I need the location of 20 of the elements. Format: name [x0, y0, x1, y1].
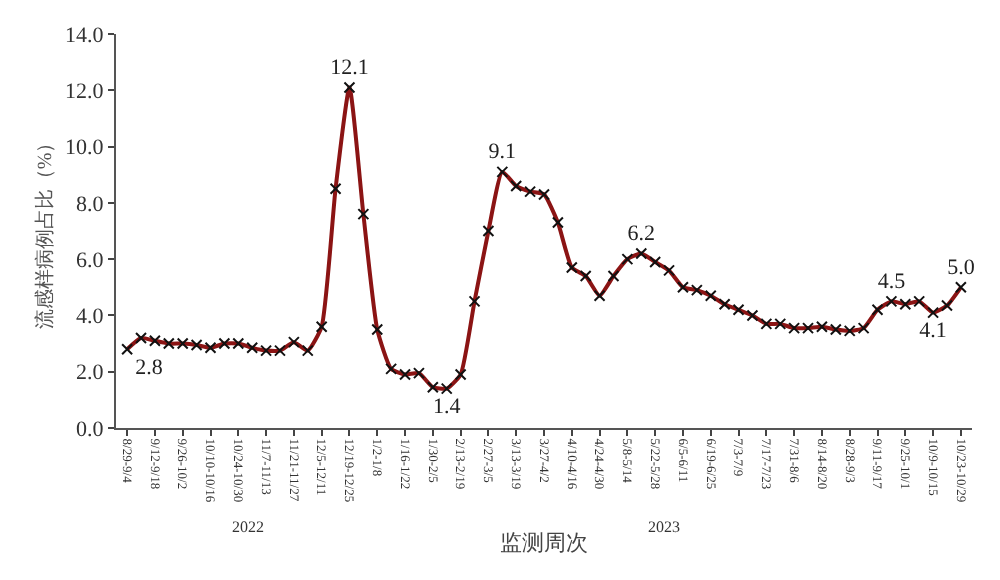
data-label: 5.0 [947, 255, 976, 280]
data-label: 6.2 [627, 221, 656, 246]
data-label: 2.8 [135, 355, 164, 380]
y-tick-label: 4.0 [76, 305, 105, 330]
text: 2022 [232, 518, 264, 536]
data-label: 4.5 [877, 269, 907, 294]
data-label: 1.4 [432, 395, 462, 420]
y-tick-label: 6.0 [76, 248, 105, 273]
y-axis-title: 流感样病例占比（%） [33, 132, 58, 330]
text: 2023 [648, 518, 680, 536]
x-axis-title: 监测周次 [500, 532, 588, 557]
y-tick-label: 2.0 [76, 361, 105, 386]
data-label: 12.1 [330, 55, 369, 80]
y-tick-label: 12.0 [65, 79, 105, 104]
y-tick-label: 10.0 [65, 136, 105, 161]
y-tick-label: 14.0 [65, 23, 105, 48]
data-label: 9.1 [488, 140, 517, 165]
y-tick-label: 8.0 [76, 192, 105, 217]
data-label: 4.1 [919, 319, 947, 344]
y-tick-label: 0.0 [76, 417, 105, 442]
